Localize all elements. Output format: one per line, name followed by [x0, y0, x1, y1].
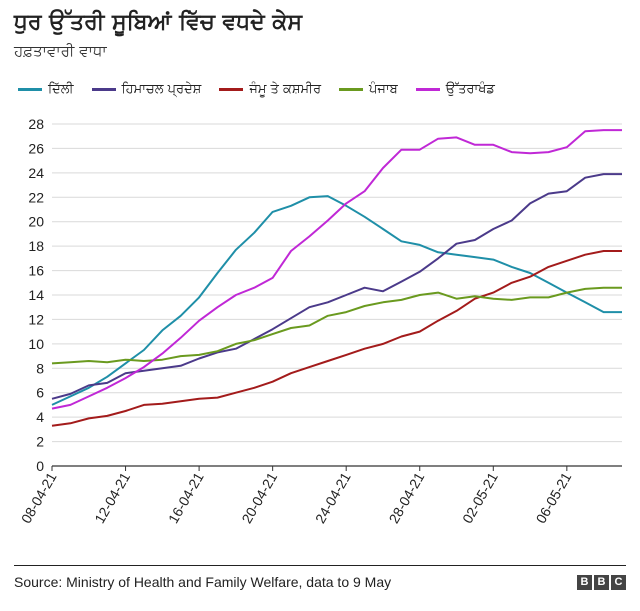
y-tick-label: 8: [36, 360, 44, 376]
legend-item-himachal: ਹਿਮਾਚਲ ਪ੍ਰਦੇਸ਼: [91, 82, 202, 97]
y-tick-label: 0: [36, 458, 44, 474]
legend: ਦਿੱਲੀ ਹਿਮਾਚਲ ਪ੍ਰਦੇਸ਼ ਜੰਮੂ ਤੇ ਕਸ਼ਮੀਰ ਪੰਜਾ…: [18, 82, 513, 97]
y-tick-label: 14: [28, 287, 44, 303]
x-tick-label: 16-04-21: [165, 469, 207, 526]
x-tick-label: 02-05-21: [459, 469, 501, 526]
x-tick-label: 20-04-21: [238, 469, 280, 526]
bbc-logo: B B C: [575, 575, 626, 590]
y-tick-label: 24: [28, 165, 44, 181]
legend-item-uttarakhand: ਉੱਤਰਾਖੰਡ: [415, 82, 495, 97]
y-tick-label: 12: [28, 311, 44, 327]
bbc-logo-letter-b1: B: [577, 575, 592, 590]
chart-title: ਧੁਰ ਉੱਤਰੀ ਸੂਬਿਆਂ ਵਿੱਚ ਵਧਦੇ ਕੇਸ: [14, 10, 303, 35]
y-tick-label: 28: [28, 116, 44, 132]
y-tick-label: 16: [28, 263, 44, 279]
legend-swatch-uttarakhand: [415, 88, 440, 91]
legend-item-jammu-kashmir: ਜੰਮੂ ਤੇ ਕਸ਼ਮੀਰ: [219, 82, 321, 97]
grid-lines: [52, 123, 622, 443]
source-note: Source: Ministry of Health and Family We…: [14, 574, 392, 590]
legend-label-jammu-kashmir: ਜੰਮੂ ਤੇ ਕਸ਼ਮੀਰ: [249, 82, 322, 97]
y-tick-label: 26: [28, 140, 44, 156]
y-tick-label: 22: [28, 189, 44, 205]
y-tick-label: 20: [28, 214, 44, 230]
legend-label-punjab: ਪੰਜਾਬ: [369, 82, 398, 97]
x-tick-label: 08-04-21: [18, 469, 60, 526]
x-tick-label: 24-04-21: [312, 469, 354, 526]
x-tick-label: 06-05-21: [533, 469, 575, 526]
bbc-logo-letter-b2: B: [594, 575, 609, 590]
y-tick-label: 2: [36, 434, 44, 450]
legend-label-uttarakhand: ਉੱਤਰਾਖੰਡ: [445, 82, 495, 97]
series-lines: [51, 129, 622, 427]
series-line-delhi: [51, 195, 622, 406]
series-line-uttarakhand: [51, 129, 622, 410]
y-tick-label: 18: [28, 238, 44, 254]
legend-label-delhi: ਦਿੱਲੀ: [48, 82, 74, 97]
y-tick-label: 6: [36, 385, 44, 401]
legend-swatch-jammu-kashmir: [219, 88, 244, 91]
legend-swatch-delhi: [18, 88, 42, 91]
legend-swatch-punjab: [339, 88, 364, 91]
series-line-punjab: [51, 286, 622, 365]
legend-label-himachal: ਹਿਮਾਚਲ ਪ੍ਰਦੇਸ਼: [121, 82, 202, 97]
legend-swatch-himachal: [91, 88, 116, 91]
chart-subtitle: ਹਫ਼ਤਾਵਾਰੀ ਵਾਧਾ: [14, 42, 107, 60]
x-tick-label: 28-04-21: [385, 469, 427, 526]
legend-item-punjab: ਪੰਜਾਬ: [339, 82, 398, 97]
x-axis-ticks: 08-04-21 12-04-21 16-04-21 20-04-21 24-04-21…: [18, 466, 575, 526]
legend-item-delhi: ਦਿੱਲੀ: [18, 82, 74, 97]
bbc-logo-letter-c: C: [611, 575, 626, 590]
x-tick-label: 12-04-21: [91, 469, 133, 526]
footer-divider: [14, 565, 626, 566]
y-tick-label: 4: [36, 409, 44, 425]
series-line-himachal: [51, 173, 622, 400]
series-line-jammu-kashmir: [51, 250, 622, 427]
y-tick-label: 10: [28, 336, 44, 352]
